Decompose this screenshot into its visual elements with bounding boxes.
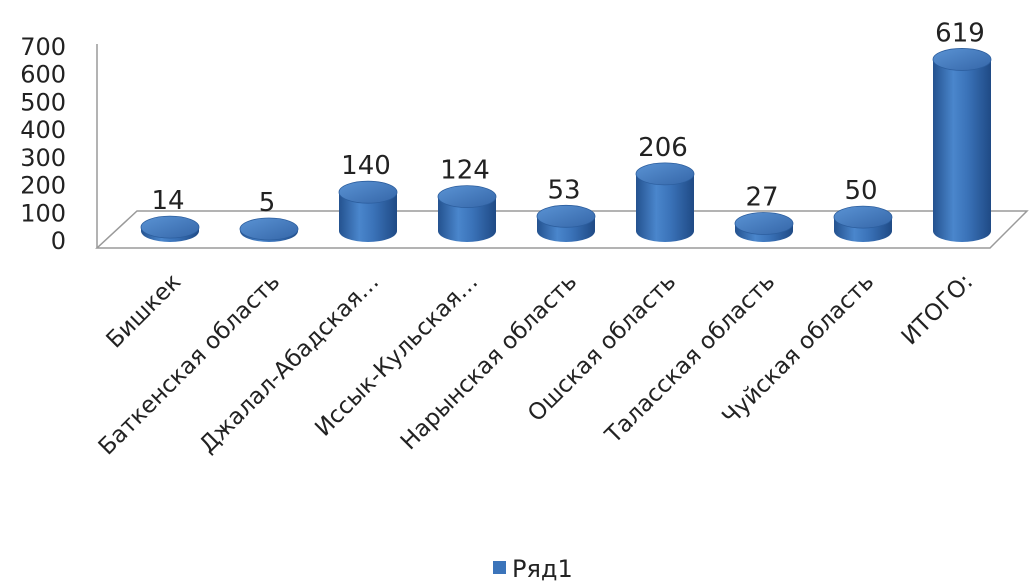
y-tick-label: 300 [20, 144, 66, 172]
bar-body [339, 192, 397, 242]
y-tick-label: 100 [20, 199, 66, 227]
x-tick-label: ИТОГО: [897, 269, 978, 350]
data-label: 14 [151, 186, 184, 216]
legend-label: Ряд1 [512, 555, 573, 583]
bar [338, 180, 398, 242]
data-label: 5 [259, 188, 276, 218]
data-label: 27 [745, 183, 778, 213]
bar [932, 48, 992, 242]
bar [536, 204, 596, 242]
x-tick-label: Бишкек [102, 269, 187, 354]
bar-top [338, 180, 398, 204]
x-tick-label: Джалал-Абадская… [195, 269, 384, 458]
x-tick-label: Баткенская область [94, 269, 285, 460]
legend: Ряд1 [493, 555, 573, 583]
bar-top [734, 212, 794, 235]
legend-swatch [493, 561, 506, 574]
x-tick-label: Иссык-Кульская… [310, 269, 483, 442]
bar-top [932, 48, 992, 71]
y-tick-label: 500 [20, 88, 66, 116]
y-tick-label: 600 [20, 61, 66, 89]
x-tick-label: Таласская область [600, 269, 780, 449]
bar [635, 162, 695, 242]
bar [140, 215, 200, 242]
bar [734, 212, 794, 242]
bar-top [833, 205, 893, 229]
bar [239, 217, 299, 242]
data-label: 140 [341, 151, 391, 181]
y-tick-label: 0 [51, 227, 66, 255]
y-tick-label: 700 [20, 33, 66, 61]
data-label: 50 [844, 176, 877, 206]
data-label: 206 [638, 133, 688, 163]
bar [833, 205, 893, 242]
bar-top [437, 185, 497, 209]
bar-top [140, 215, 200, 239]
x-tick-label: Нарынская область [396, 269, 582, 455]
bar [437, 185, 497, 242]
bars [140, 48, 992, 242]
bar-body [933, 59, 991, 242]
bar-body [438, 196, 496, 242]
data-label: 53 [547, 175, 580, 205]
bar-top [239, 217, 299, 241]
data-label: 619 [935, 18, 985, 48]
data-labels: 14 5 140 124 53 206 27 50 619 [151, 18, 984, 218]
bar-top [536, 204, 596, 228]
bar-body [636, 173, 694, 242]
data-label: 124 [440, 156, 490, 186]
bar-top [635, 162, 695, 186]
y-tick-label: 400 [20, 116, 66, 144]
y-tick-label: 200 [20, 172, 66, 200]
